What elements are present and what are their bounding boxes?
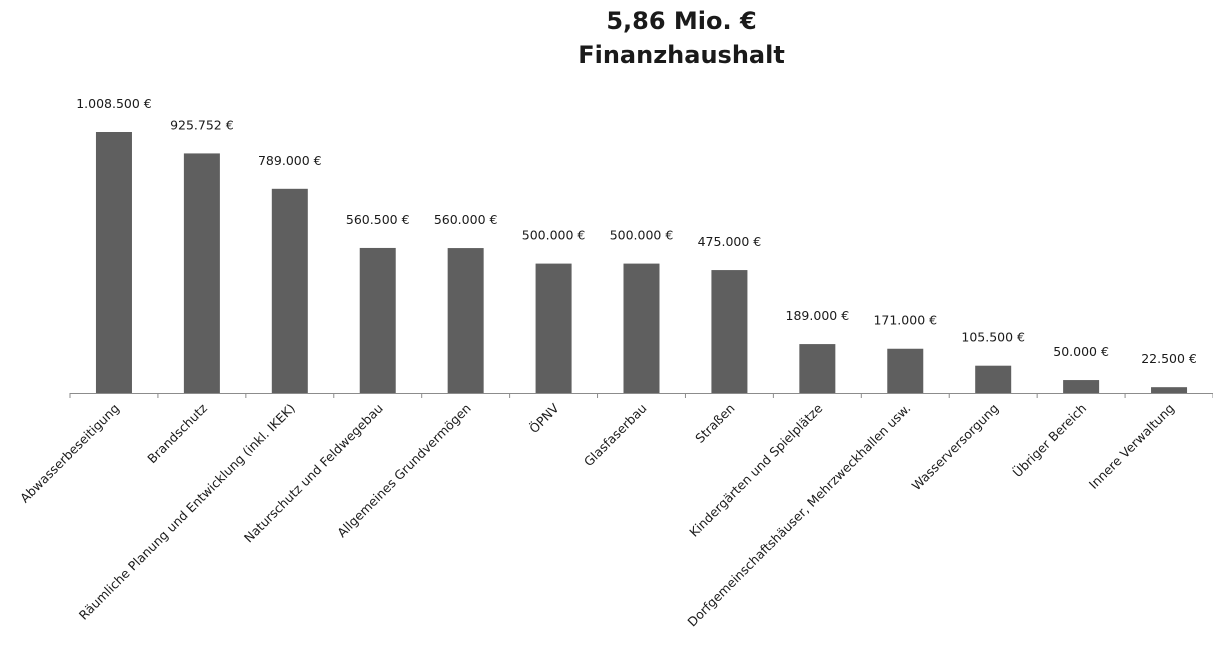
category-label: Naturschutz und Feldwegebau	[241, 401, 386, 546]
bar	[95, 132, 132, 393]
bar	[1063, 380, 1100, 393]
bar-value-label: 50.000 €	[1053, 344, 1109, 359]
bar-value-label: 925.752 €	[170, 117, 234, 132]
bar	[975, 365, 1012, 393]
bar-value-label: 789.000 €	[258, 153, 322, 168]
chart-title-block: 5,86 Mio. € Finanzhaushalt	[0, 4, 1213, 72]
category-label: Innere Verwaltung	[1086, 401, 1177, 492]
category-label: Wasserversorgung	[909, 401, 1002, 494]
bar-value-label: 560.000 €	[434, 212, 498, 227]
chart-subtitle: Finanzhaushalt	[578, 41, 785, 69]
bar-value-label: 189.000 €	[786, 308, 850, 323]
value-labels-layer: 1.008.500 € 925.752 € 789.000 € 560.500 € 56…	[76, 96, 1197, 366]
bar-value-label: 105.500 €	[961, 330, 1025, 345]
bar-value-label: 171.000 €	[873, 313, 937, 328]
bar	[359, 247, 396, 393]
bar-value-label: 22.500 €	[1141, 351, 1197, 366]
bar	[271, 188, 308, 393]
bar-value-label: 1.008.500 €	[76, 96, 152, 111]
bar	[711, 270, 748, 393]
bar-value-label: 475.000 €	[698, 234, 762, 249]
category-label: Brandschutz	[144, 400, 210, 466]
bar	[887, 348, 924, 393]
category-label: Abwasserbeseitigung	[17, 401, 122, 506]
category-label: Straßen	[692, 401, 737, 446]
category-label: ÖPNV	[525, 399, 562, 436]
bar	[183, 153, 220, 393]
category-labels-layer: Abwasserbeseitigung BrandschutzRäumliche …	[17, 399, 1177, 629]
bar	[1151, 387, 1188, 393]
bar	[535, 263, 572, 393]
bar	[799, 344, 836, 393]
bar-value-label: 560.500 €	[346, 212, 410, 227]
bar-value-label: 500.000 €	[522, 228, 586, 243]
bar-value-label: 500.000 €	[610, 228, 674, 243]
category-label: Glasfaserbau	[581, 401, 650, 470]
chart-title: 5,86 Mio. €	[606, 7, 757, 35]
x-axis-ticks	[69, 393, 1213, 398]
category-label: Übriger Bereich	[1009, 400, 1089, 480]
bar	[623, 263, 660, 393]
bar	[447, 248, 484, 393]
bars-layer	[95, 132, 1188, 393]
